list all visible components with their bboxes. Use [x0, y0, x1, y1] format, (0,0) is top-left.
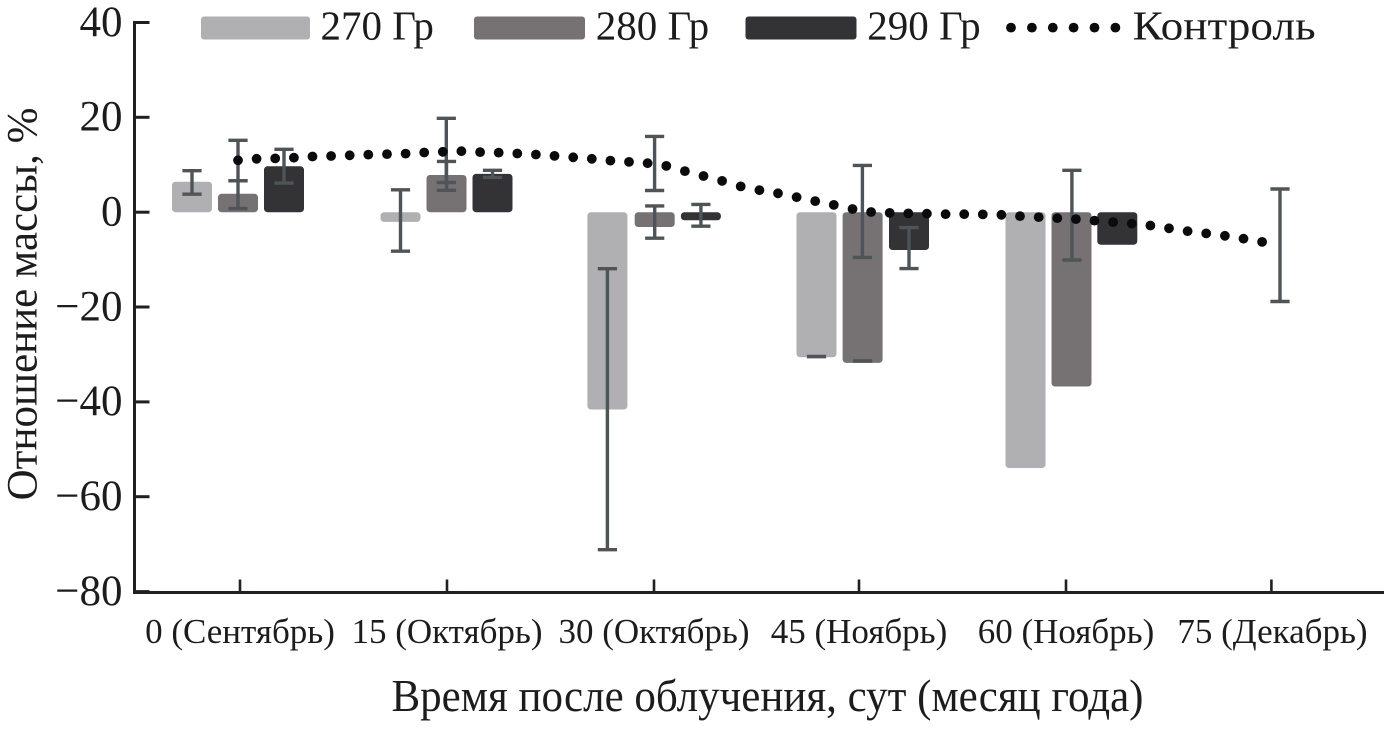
svg-text:20: 20 — [80, 94, 123, 141]
svg-text:Отношение массы, %: Отношение массы, % — [0, 108, 47, 501]
svg-text:Время после облучения, сут (ме: Время после облучения, сут (месяц года) — [392, 670, 1144, 721]
svg-text:280 Гр: 280 Гр — [596, 2, 709, 48]
svg-text:40: 40 — [80, 0, 123, 46]
svg-text:290 Гр: 290 Гр — [867, 2, 980, 48]
svg-text:−60: −60 — [55, 473, 122, 520]
svg-text:Контроль: Контроль — [1133, 2, 1316, 48]
svg-text:30 (Октябрь): 30 (Октябрь) — [558, 612, 749, 651]
svg-text:60 (Ноябрь): 60 (Ноябрь) — [978, 612, 1155, 651]
svg-text:0 (Сентябрь): 0 (Сентябрь) — [145, 612, 335, 651]
svg-text:75 (Декабрь): 75 (Декабрь) — [1177, 612, 1367, 651]
svg-text:45 (Ноябрь): 45 (Ноябрь) — [771, 612, 948, 651]
svg-text:15 (Октябрь): 15 (Октябрь) — [351, 612, 542, 651]
svg-text:−80: −80 — [55, 568, 122, 615]
svg-text:−20: −20 — [55, 283, 122, 330]
svg-text:270 Гр: 270 Гр — [321, 2, 434, 48]
svg-text:−40: −40 — [55, 378, 122, 425]
svg-text:0: 0 — [101, 189, 123, 236]
